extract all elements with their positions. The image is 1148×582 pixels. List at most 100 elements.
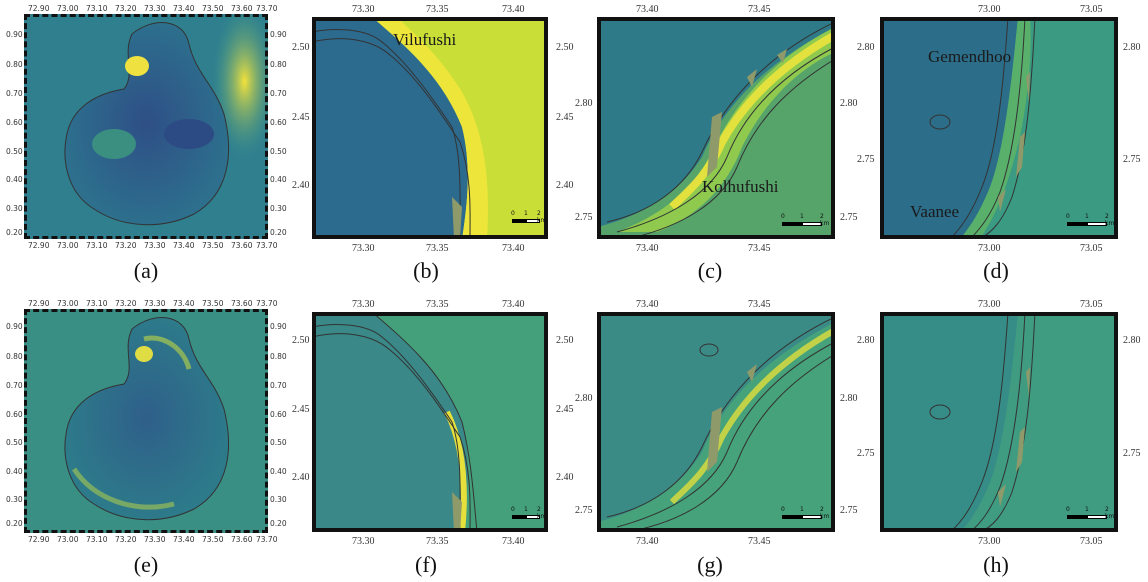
y-tick: 0.70 <box>6 89 23 98</box>
x-tick: 73.30 <box>352 243 375 254</box>
y-tick: 0.90 <box>270 322 287 331</box>
y-tick: 0.80 <box>270 60 287 69</box>
y-tick: 2.50 <box>556 335 574 346</box>
x-tick: 73.30 <box>144 299 166 308</box>
map-b <box>312 17 548 239</box>
scale-bar: 0 1 2 km <box>1066 213 1115 227</box>
place-label: Vaanee <box>910 202 960 221</box>
x-tick: 73.50 <box>202 241 224 250</box>
y-tick: 0.30 <box>6 495 23 504</box>
x-tick: 73.00 <box>978 243 1001 254</box>
x-tick: 73.70 <box>256 299 278 308</box>
x-tick: 73.35 <box>426 4 449 15</box>
y-tick: 0.60 <box>270 410 287 419</box>
y-tick: 2.80 <box>857 42 875 53</box>
x-tick: 73.05 <box>1080 243 1103 254</box>
y-tick: 2.80 <box>575 98 593 109</box>
x-tick: 73.20 <box>115 299 137 308</box>
y-tick: 2.45 <box>292 404 310 415</box>
x-tick: 73.10 <box>86 535 108 544</box>
x-tick: 73.40 <box>502 243 525 254</box>
caption-a: (a) <box>133 258 159 283</box>
x-tick: 73.45 <box>748 536 771 547</box>
x-tick: 73.20 <box>115 535 137 544</box>
x-tick: 73.10 <box>86 4 108 13</box>
map-f <box>312 312 548 532</box>
x-tick: 73.40 <box>502 4 525 15</box>
place-label: Vilufushi <box>393 30 457 49</box>
x-tick: 73.70 <box>256 535 278 544</box>
x-tick: 73.60 <box>231 535 253 544</box>
island-g-svg <box>597 312 835 532</box>
y-tick: 2.75 <box>1123 448 1141 459</box>
y-tick: 2.75 <box>857 154 875 165</box>
y-tick: 2.40 <box>556 180 574 191</box>
x-tick: 73.00 <box>978 299 1001 310</box>
caption-c: (c) <box>697 258 723 283</box>
place-label: Kolhufushi <box>702 177 779 196</box>
x-tick: 73.05 <box>1080 4 1103 15</box>
island-d-svg <box>880 17 1118 239</box>
y-tick: 0.40 <box>270 175 287 184</box>
x-tick: 72.90 <box>28 4 50 13</box>
x-tick: 73.35 <box>426 243 449 254</box>
x-tick: 73.40 <box>173 4 195 13</box>
y-tick: 0.90 <box>6 322 23 331</box>
x-tick: 73.40 <box>636 299 659 310</box>
x-tick: 73.20 <box>115 4 137 13</box>
x-tick: 73.40 <box>173 299 195 308</box>
y-tick: 0.80 <box>6 352 23 361</box>
y-tick: 0.70 <box>6 381 23 390</box>
y-tick: 2.75 <box>857 448 875 459</box>
x-tick: 73.30 <box>144 241 166 250</box>
y-tick: 0.20 <box>270 519 287 528</box>
y-tick: 2.80 <box>575 393 593 404</box>
x-tick: 73.30 <box>144 4 166 13</box>
y-tick: 0.90 <box>270 30 287 39</box>
map-h <box>880 312 1118 532</box>
y-tick: 2.75 <box>1123 154 1141 165</box>
x-tick: 73.00 <box>57 4 79 13</box>
map-g <box>597 312 835 532</box>
x-tick: 73.00 <box>57 241 79 250</box>
y-tick: 0.30 <box>270 204 287 213</box>
x-tick: 72.90 <box>28 299 50 308</box>
y-tick: 2.45 <box>556 404 574 415</box>
atoll-a-svg <box>24 14 268 239</box>
y-tick: 0.50 <box>6 147 23 156</box>
y-tick: 2.50 <box>556 42 574 53</box>
x-tick: 72.90 <box>28 535 50 544</box>
caption-b: (b) <box>413 258 439 283</box>
x-tick: 73.45 <box>748 299 771 310</box>
scale-bar: 0 1 2 km <box>781 506 830 520</box>
map-a <box>24 14 268 239</box>
y-tick: 0.80 <box>270 352 287 361</box>
y-tick: 0.60 <box>270 118 287 127</box>
x-tick: 73.10 <box>86 299 108 308</box>
y-tick: 0.50 <box>270 438 287 447</box>
x-tick: 73.40 <box>502 299 525 310</box>
y-tick: 0.60 <box>6 118 23 127</box>
y-tick: 0.60 <box>6 410 23 419</box>
y-tick: 2.40 <box>292 472 310 483</box>
x-tick: 73.00 <box>57 535 79 544</box>
y-tick: 0.40 <box>270 467 287 476</box>
y-tick: 2.50 <box>292 335 310 346</box>
x-tick: 73.50 <box>202 4 224 13</box>
caption-e: (e) <box>133 552 159 577</box>
x-tick: 73.40 <box>173 241 195 250</box>
y-tick: 0.70 <box>270 381 287 390</box>
x-tick: 73.20 <box>115 241 137 250</box>
x-tick: 73.50 <box>202 535 224 544</box>
y-tick: 0.20 <box>6 228 23 237</box>
x-tick: 73.35 <box>426 536 449 547</box>
map-d <box>880 17 1118 239</box>
x-tick: 73.30 <box>352 536 375 547</box>
island-h-svg <box>880 312 1118 532</box>
caption-d: (d) <box>983 258 1009 283</box>
x-tick: 73.40 <box>636 243 659 254</box>
x-tick: 73.60 <box>231 241 253 250</box>
y-tick: 2.80 <box>1123 42 1141 53</box>
map-c <box>597 17 835 239</box>
y-tick: 0.70 <box>270 89 287 98</box>
